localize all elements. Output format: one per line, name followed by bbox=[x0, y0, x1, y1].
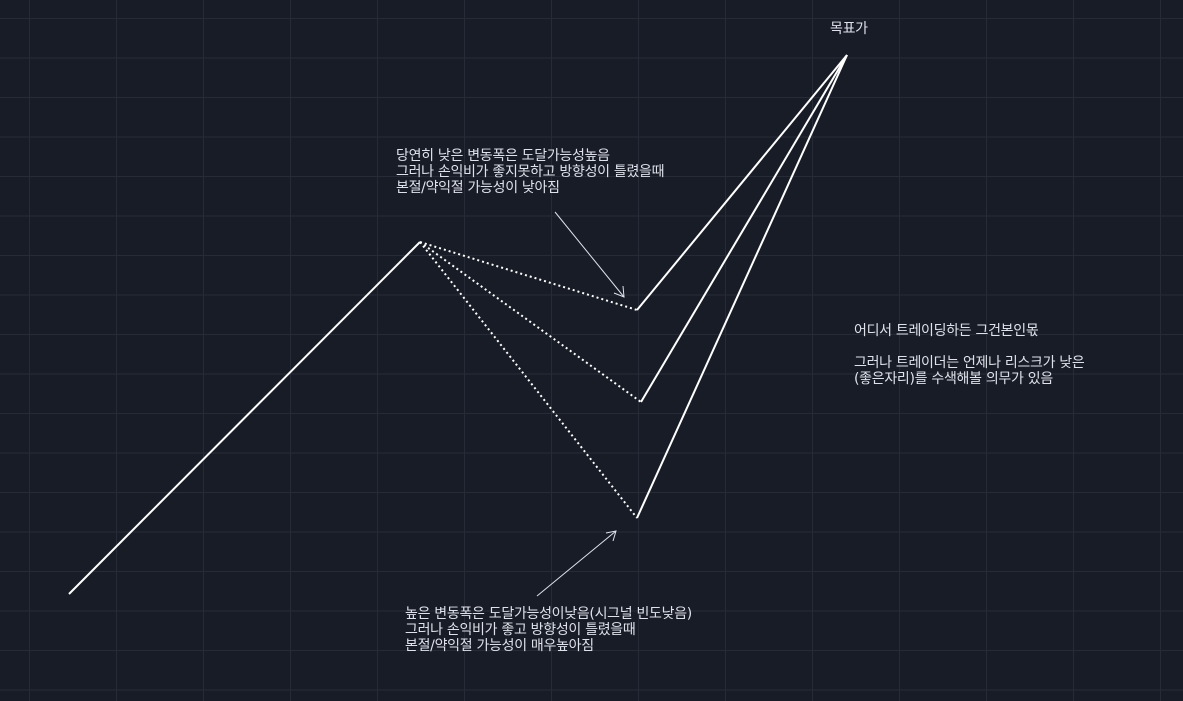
rally-line-shallow[interactable] bbox=[636, 54, 848, 311]
pullback-shallow-dotted[interactable] bbox=[419, 241, 638, 311]
note-right-line: 어디서 트레이딩하든 그건본인몫 bbox=[854, 323, 1039, 339]
pullback-medium-dotted[interactable] bbox=[419, 241, 642, 403]
impulse-line[interactable] bbox=[68, 241, 421, 595]
note-bottom-line: 그러나 손익비가 좋고 방향성이 틀렸을때 bbox=[405, 622, 636, 638]
note-right[interactable]: 어디서 트레이딩하든 그건본인몫 그러나 트레이더는 언제나 리스크가 낮은 (… bbox=[854, 323, 1085, 387]
note-top-line: 당연히 낮은 변동폭은 도달가능성높음 bbox=[396, 148, 610, 164]
note-top-line: 그러나 손익비가 좋지못하고 방향성이 틀렸을때 bbox=[396, 164, 665, 180]
pullback-deep-dotted[interactable] bbox=[419, 241, 638, 519]
note-right-spacer bbox=[854, 339, 1084, 355]
note-bottom-line: 높은 변동폭은 도달가능성이낮음(시그널 빈도낮음) bbox=[405, 606, 692, 622]
note-top-line: 본절/약익절 가능성이 낮아짐 bbox=[396, 180, 560, 196]
arrow-bottom[interactable] bbox=[536, 530, 617, 597]
note-right-line: 그러나 트레이더는 언제나 리스크가 낮은 bbox=[854, 355, 1085, 371]
rally-line-deep[interactable] bbox=[636, 54, 848, 519]
note-right-line: (좋은자리)를 수색해볼 의무가 있음 bbox=[854, 371, 1053, 387]
rally-line-medium[interactable] bbox=[640, 54, 848, 403]
note-bottom-line: 본절/약익절 가능성이 매우높아짐 bbox=[405, 638, 594, 654]
target-price-label: 목표가 bbox=[830, 21, 868, 37]
arrow-top[interactable] bbox=[554, 211, 625, 298]
note-bottom[interactable]: 높은 변동폭은 도달가능성이낮음(시그널 빈도낮음) 그러나 손익비가 좋고 방… bbox=[405, 606, 692, 654]
note-top[interactable]: 당연히 낮은 변동폭은 도달가능성높음 그러나 손익비가 좋지못하고 방향성이 … bbox=[396, 148, 665, 196]
